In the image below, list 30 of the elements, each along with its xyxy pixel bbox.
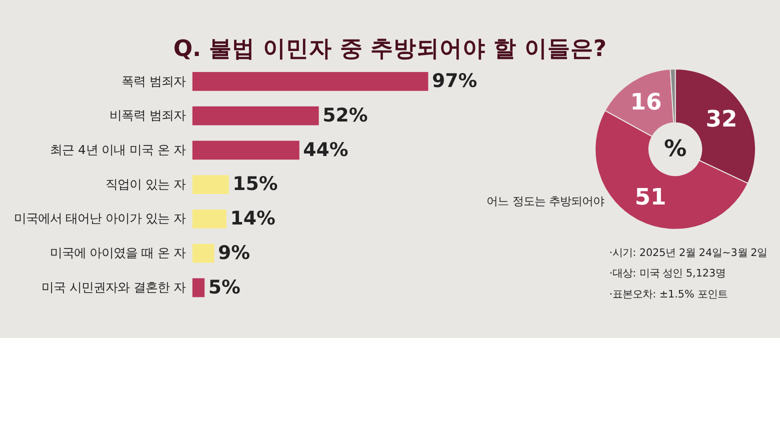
bar xyxy=(192,209,226,228)
bar xyxy=(192,140,300,160)
data-label: 14% xyxy=(230,208,276,230)
bar xyxy=(192,244,214,263)
data-label: 9% xyxy=(218,242,250,264)
bar xyxy=(192,72,428,91)
y-tick-label: 미국에서 태어난 아이가 있는 자 xyxy=(14,212,186,226)
text: ·표본오차: ±1.5% 포인트 xyxy=(609,288,728,300)
text: % xyxy=(664,136,687,162)
y-tick-label: 최근 4년 이내 미국 온 자 xyxy=(50,142,186,157)
y-tick-label: 비폭력 범죄자 xyxy=(109,108,186,123)
y-tick-label: 폭력 범죄자 xyxy=(121,74,186,88)
data-label: 52% xyxy=(322,104,368,127)
y-tick-label: 미국 시민권자와 결혼한 자 xyxy=(42,280,186,294)
text: ·시기: 2025년 2월 24일~3월 2일 xyxy=(609,246,768,259)
bar xyxy=(192,106,319,126)
bar xyxy=(192,278,205,298)
data-label: 51 xyxy=(634,184,666,211)
data-label: 16 xyxy=(630,90,662,116)
y-tick-label: 직업이 있는 자 xyxy=(106,177,186,192)
data-label: 44% xyxy=(303,138,348,161)
text: ·대상: 미국 성인 5,123명 xyxy=(609,268,726,280)
y-tick-label: 미국에 아이였을 때 온 자 xyxy=(50,246,186,260)
bar xyxy=(192,175,229,194)
chart-title: Q. 불법 이민자 중 추방되어야 할 이들은? xyxy=(173,36,607,62)
data-label: 32 xyxy=(706,106,738,132)
data-label: 15% xyxy=(232,173,278,196)
data-label: 5% xyxy=(208,276,240,298)
data-label: 97% xyxy=(432,70,478,92)
text: 어느 정도는 추방되어야 xyxy=(486,194,604,208)
